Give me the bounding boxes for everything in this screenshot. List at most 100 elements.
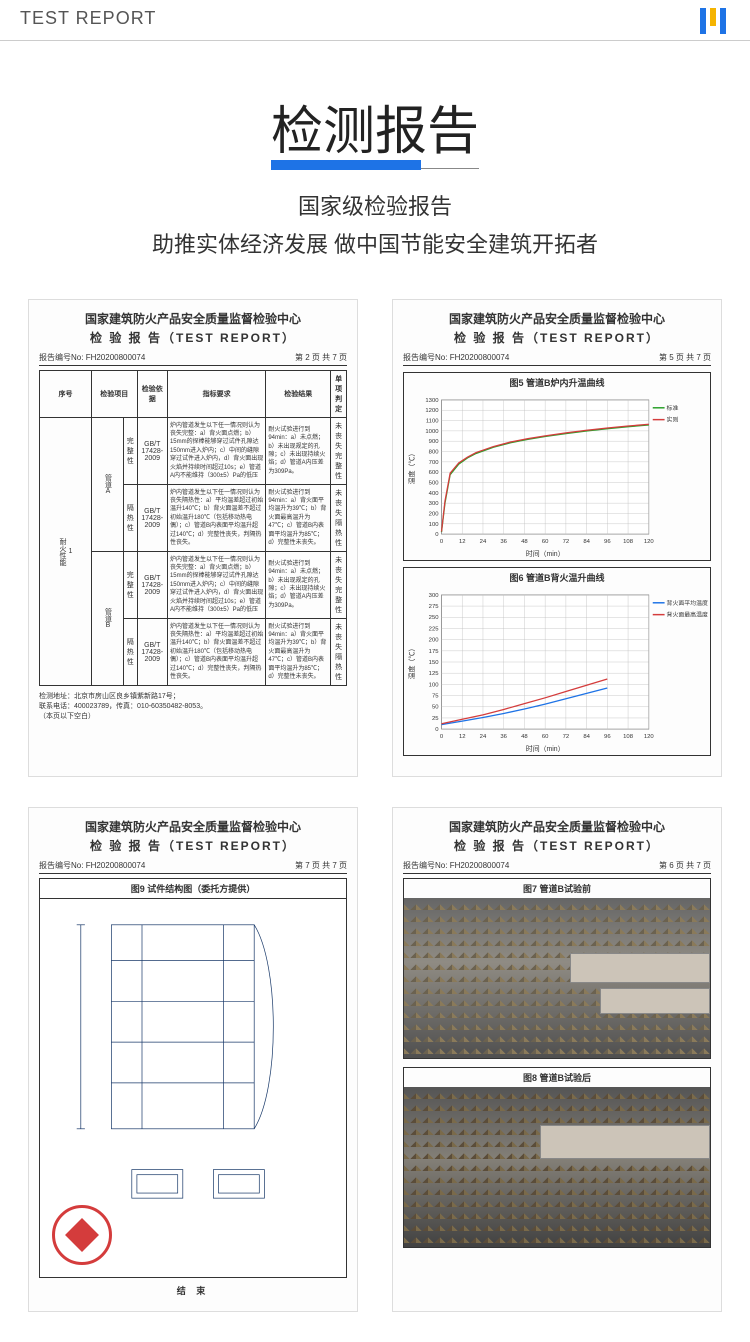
subtitle-1: 国家级检验报告: [0, 189, 750, 221]
diagram-title: 图9 试件结构图（委托方提供）: [40, 879, 346, 899]
svg-text:108: 108: [623, 734, 634, 740]
org-name: 国家建筑防火产品安全质量监督检验中心: [403, 310, 711, 327]
fig8-photo: [404, 1087, 710, 1247]
footer-tel: 联系电话：400023789，传真：010-60350482-8053。: [39, 702, 347, 712]
cell-res-int: 耐火试验进行到94min：a）未点燃；b）未出现规定的孔隙；c）未出现持续火焰；…: [266, 418, 331, 485]
cell-basis: GB/T 17428-2009: [137, 418, 167, 485]
page-header: TEST REPORT: [0, 0, 750, 41]
svg-text:标准: 标准: [667, 404, 679, 412]
report-no-label: 报告编号No: [39, 861, 81, 870]
svg-text:0: 0: [435, 727, 439, 733]
diagram-frame: 图9 试件结构图（委托方提供）: [39, 878, 347, 1278]
chart2-box: 图6 管道B背火温升曲线 012243648607284961081200255…: [403, 567, 711, 756]
svg-text:0: 0: [440, 734, 444, 740]
doc-meta: 报告编号No: FH20200800074 第 5 页 共 7 页: [403, 352, 711, 366]
doc-page-photos: 国家建筑防火产品安全质量监督检验中心 检 验 报 告（TEST REPORT） …: [392, 807, 722, 1312]
chart2-svg: 0122436486072849610812002550751001251501…: [404, 587, 710, 755]
svg-text:背火面最高温度: 背火面最高温度: [667, 610, 708, 618]
main-title-block: 检测报告: [0, 89, 750, 169]
cell-pipeB: 管道B: [92, 552, 124, 686]
svg-text:1000: 1000: [425, 429, 439, 435]
cell-req-ins: 炉内管道发生以下任一情况则认为丧失隔热性：a）平均温差超过初始温升140℃；b）…: [167, 485, 265, 552]
svg-text:800: 800: [429, 450, 440, 456]
svg-text:1300: 1300: [425, 398, 439, 404]
cell-req-int: 炉内管道发生以下任一情况则认为丧失完整：a）背火面点燃；b）15mm的探棒能够穿…: [167, 552, 265, 619]
doc-header: 国家建筑防火产品安全质量监督检验中心 检 验 报 告（TEST REPORT）: [39, 818, 347, 854]
title-underline: [271, 160, 421, 170]
svg-text:75: 75: [432, 693, 439, 699]
cell-verdict-ins: 未丧失隔热性: [331, 619, 347, 686]
doc-header: 国家建筑防火产品安全质量监督检验中心 检 验 报 告（TEST REPORT）: [403, 310, 711, 346]
svg-text:60: 60: [542, 539, 549, 545]
svg-text:108: 108: [623, 539, 634, 545]
svg-text:150: 150: [429, 660, 440, 666]
cell-ins-label: 隔热性: [124, 619, 138, 686]
report-no-label: 报告编号No: [403, 861, 445, 870]
cell-idx: 1耐火性能: [40, 418, 92, 686]
page-num: 第 2 页 共 7 页: [295, 352, 347, 363]
svg-text:24: 24: [480, 734, 487, 740]
doc-page-table: 国家建筑防火产品安全质量监督检验中心 检 验 报 告（TEST REPORT） …: [28, 299, 358, 777]
report-no: FH20200800074: [450, 861, 510, 870]
doc1-footer: 检测地址：北京市房山区良乡镇紫新路17号； 联系电话：400023789，传真：…: [39, 692, 347, 721]
subtitle-block: 国家级检验报告 助推实体经济发展 做中国节能安全建筑开拓者: [0, 189, 750, 259]
svg-text:900: 900: [429, 439, 440, 445]
svg-text:125: 125: [429, 671, 440, 677]
svg-text:120: 120: [644, 734, 655, 740]
cell-res-ins: 耐火试验进行到94min：a）背火面平均温升为39℃；b）背火面最高温升为47℃…: [266, 485, 331, 552]
doc-page-charts: 国家建筑防火产品安全质量监督检验中心 检 验 报 告（TEST REPORT） …: [392, 299, 722, 777]
doc-header: 国家建筑防火产品安全质量监督检验中心 检 验 报 告（TEST REPORT）: [39, 310, 347, 346]
svg-text:200: 200: [429, 511, 440, 517]
svg-text:72: 72: [563, 734, 570, 740]
chart1-svg: 0122436486072849610812001002003004005006…: [404, 392, 710, 560]
fig7-photo: [404, 898, 710, 1058]
fig7-block: 图7 管道B试验前: [403, 878, 711, 1059]
doc-meta: 报告编号No: FH20200800074 第 7 页 共 7 页: [39, 860, 347, 874]
report-label: 检 验 报 告（TEST REPORT）: [39, 837, 347, 854]
svg-text:50: 50: [432, 705, 439, 711]
svg-text:700: 700: [429, 460, 440, 466]
svg-text:400: 400: [429, 491, 440, 497]
svg-text:12: 12: [459, 734, 466, 740]
svg-text:背火面平均温度: 背火面平均温度: [667, 599, 708, 607]
page-num: 第 7 页 共 7 页: [295, 860, 347, 871]
report-label: 检 验 报 告（TEST REPORT）: [403, 837, 711, 854]
cell-basis: GB/T 17428-2009: [137, 485, 167, 552]
cell-basis: GB/T 17428-2009: [137, 619, 167, 686]
svg-text:96: 96: [604, 734, 611, 740]
svg-text:1200: 1200: [425, 408, 439, 414]
th-verdict: 单项判定: [331, 371, 347, 418]
svg-text:36: 36: [500, 734, 507, 740]
svg-text:48: 48: [521, 734, 528, 740]
cell-int-label: 完整性: [124, 418, 138, 485]
report-no-label: 报告编号No: [403, 353, 445, 362]
report-no: FH20200800074: [450, 353, 510, 362]
svg-text:60: 60: [542, 734, 549, 740]
doc-header: 国家建筑防火产品安全质量监督检验中心 检 验 报 告（TEST REPORT）: [403, 818, 711, 854]
svg-text:24: 24: [480, 539, 487, 545]
cell-res-int: 耐火试验进行到94min：a）未点燃；b）未出现规定的孔隙；c）未出现持续火焰；…: [266, 552, 331, 619]
th-req: 指标要求: [167, 371, 265, 418]
fig7-title: 图7 管道B试验前: [404, 879, 710, 898]
chart1-box: 图5 管道B炉内升温曲线 012243648607284961081200100…: [403, 372, 711, 561]
cell-pipeA: 管道A: [92, 418, 124, 552]
th-item: 检验项目: [92, 371, 138, 418]
svg-text:0: 0: [440, 539, 444, 545]
doc-meta: 报告编号No: FH20200800074 第 6 页 共 7 页: [403, 860, 711, 874]
cell-verdict-int: 未丧失完整性: [331, 552, 347, 619]
svg-text:600: 600: [429, 470, 440, 476]
svg-text:200: 200: [429, 637, 440, 643]
th-basis: 检验依据: [137, 371, 167, 418]
svg-text:72: 72: [563, 539, 570, 545]
svg-text:250: 250: [429, 615, 440, 621]
svg-text:48: 48: [521, 539, 528, 545]
svg-text:100: 100: [429, 522, 440, 528]
cell-verdict-ins: 未丧失隔热性: [331, 485, 347, 552]
report-label: 检 验 报 告（TEST REPORT）: [403, 329, 711, 346]
cell-basis: GB/T 17428-2009: [137, 552, 167, 619]
svg-text:36: 36: [500, 539, 507, 545]
report-no: FH20200800074: [86, 861, 146, 870]
svg-text:120: 120: [644, 539, 655, 545]
doc-meta: 报告编号No: FH20200800074 第 2 页 共 7 页: [39, 352, 347, 366]
red-stamp-icon: [52, 1205, 112, 1265]
